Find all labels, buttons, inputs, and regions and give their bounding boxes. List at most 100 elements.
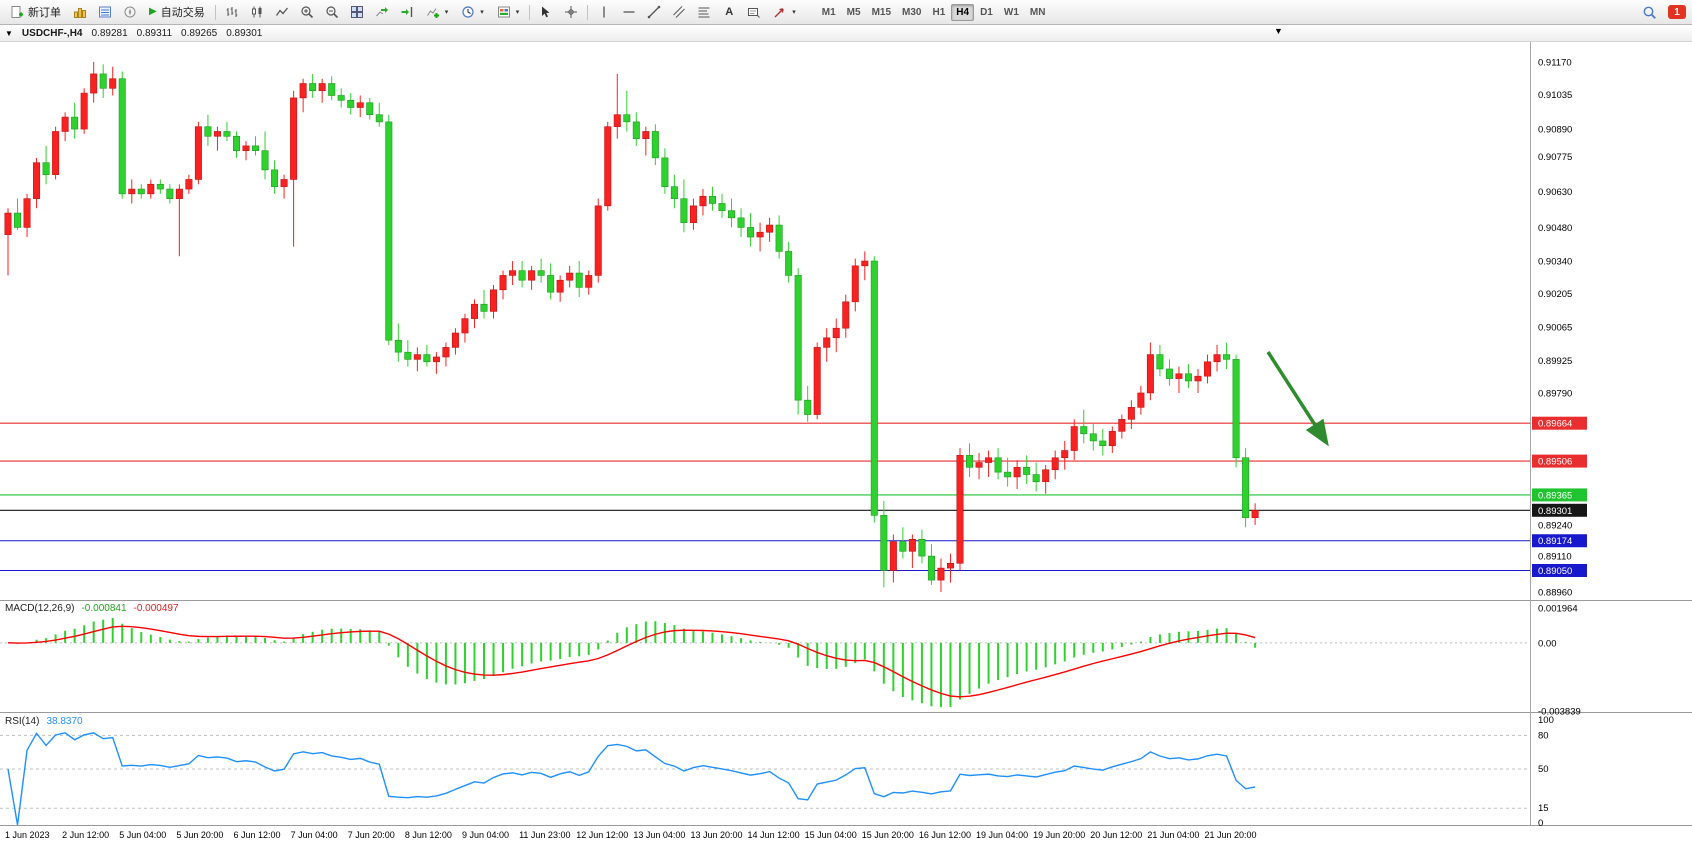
market-watch-button[interactable] — [93, 1, 117, 23]
vertical-line-tool-button[interactable] — [592, 1, 616, 23]
svg-text:11 Jun 23:00: 11 Jun 23:00 — [519, 830, 570, 840]
periods-clock-icon — [462, 6, 474, 18]
line-chart-mode-button[interactable] — [270, 1, 294, 23]
svg-text:14 Jun 12:00: 14 Jun 12:00 — [748, 830, 800, 840]
zoom-out-button[interactable] — [320, 1, 344, 23]
macd-signal-line — [7, 625, 1256, 698]
crosshair-button[interactable] — [559, 1, 583, 23]
charts-button[interactable] — [68, 1, 92, 23]
new-order-button[interactable]: 新订单 — [4, 1, 67, 23]
svg-text:80: 80 — [1538, 730, 1549, 741]
chart-shift-button[interactable] — [395, 1, 419, 23]
indicators-button[interactable]: ▾ — [420, 1, 455, 23]
svg-text:20 Jun 12:00: 20 Jun 12:00 — [1090, 830, 1142, 840]
timeframe-W1[interactable]: W1 — [1003, 6, 1019, 18]
timeframe-H4[interactable]: H4 — [951, 3, 975, 21]
svg-text:0.89110: 0.89110 — [1538, 552, 1572, 563]
svg-text:0.89301: 0.89301 — [1538, 506, 1572, 517]
svg-text:0.90205: 0.90205 — [1538, 289, 1572, 300]
label-icon — [748, 8, 761, 18]
timeframe-MN[interactable]: MN — [1029, 6, 1046, 18]
horizontal-line-tool-button[interactable] — [617, 1, 641, 23]
candlestick-mode-button[interactable] — [245, 1, 269, 23]
text-tool-button[interactable]: A — [717, 1, 741, 23]
svg-text:13 Jun 20:00: 13 Jun 20:00 — [690, 830, 742, 840]
ohlc-low: 0.89265 — [181, 27, 218, 39]
vertical-line-icon — [603, 6, 605, 18]
trendline-tool-button[interactable] — [642, 1, 666, 23]
tile-windows-icon — [350, 6, 363, 18]
svg-text:16 Jun 12:00: 16 Jun 12:00 — [919, 830, 971, 840]
timeframe-M30[interactable]: M30 — [902, 6, 922, 18]
horizontal-line-icon — [623, 11, 635, 13]
chart-menu-arrow[interactable]: ▼ — [1274, 26, 1283, 36]
fibonacci-tool-button[interactable] — [692, 1, 716, 23]
price-tag — [1532, 503, 1587, 517]
svg-text:12 Jun 12:00: 12 Jun 12:00 — [576, 830, 628, 840]
svg-text:-0.003839: -0.003839 — [1538, 706, 1581, 717]
navigator-button[interactable] — [118, 1, 142, 23]
svg-text:0.00: 0.00 — [1538, 638, 1557, 649]
text-label-tool-button[interactable] — [742, 1, 766, 23]
indicators-caret-icon: ▾ — [444, 8, 449, 16]
svg-text:0.001964: 0.001964 — [1538, 604, 1578, 615]
market-watch-icon — [99, 6, 111, 18]
arrows-tool-button[interactable]: ▾ — [767, 1, 802, 23]
price-axis-labels: 0.91170 0.91035 0.90890 0.90775 0.90630 0.904… — [1532, 57, 1587, 599]
svg-text:0.90890: 0.90890 — [1538, 125, 1572, 136]
line-chart-icon — [275, 7, 288, 16]
svg-text:15: 15 — [1538, 803, 1549, 814]
trendline-icon — [647, 5, 661, 19]
svg-text:0.88960: 0.88960 — [1538, 588, 1572, 599]
rsi-name: RSI(14) — [5, 716, 40, 727]
search-button[interactable] — [1637, 1, 1661, 23]
svg-text:5 Jun 20:00: 5 Jun 20:00 — [176, 830, 223, 840]
svg-text:13 Jun 04:00: 13 Jun 04:00 — [633, 830, 685, 840]
candles-layer — [4, 61, 1259, 593]
svg-text:0.89925: 0.89925 — [1538, 356, 1572, 367]
rsi-indicator-label: RSI(14) 38.8370 — [5, 716, 83, 727]
time-axis-labels: 1 Jun 2023 2 Jun 12:00 5 Jun 04:00 5 Jun 20… — [5, 830, 1257, 840]
svg-text:6 Jun 12:00: 6 Jun 12:00 — [233, 830, 280, 840]
periods-button[interactable]: ▾ — [455, 1, 490, 23]
tile-windows-button[interactable] — [345, 1, 369, 23]
timeframe-H1[interactable]: H1 — [932, 6, 946, 18]
ohlc-close: 0.89301 — [226, 27, 263, 39]
rsi-value: 38.8370 — [46, 716, 83, 727]
auto-trading-label: 自动交易 — [160, 7, 205, 19]
timeframe-M5[interactable]: M5 — [846, 6, 861, 18]
svg-text:7 Jun 20:00: 7 Jun 20:00 — [348, 830, 395, 840]
toolbar-separator — [529, 4, 531, 20]
svg-text:100: 100 — [1538, 715, 1554, 726]
auto-trading-button[interactable]: ▶ 自动交易 — [143, 1, 211, 23]
timeframe-M1[interactable]: M1 — [821, 6, 836, 18]
hlines-layer — [0, 422, 1530, 572]
notification-badge[interactable]: 1 — [1668, 5, 1686, 19]
cursor-icon — [542, 6, 550, 18]
svg-text:0.89174: 0.89174 — [1538, 536, 1572, 547]
macd-signal-value: -0.000497 — [133, 603, 179, 614]
svg-text:21 Jun 20:00: 21 Jun 20:00 — [1205, 830, 1257, 840]
text-icon: A — [725, 5, 734, 18]
zoom-in-button[interactable] — [295, 1, 319, 23]
channel-tool-button[interactable] — [667, 1, 691, 23]
auto-trading-play-icon: ▶ — [149, 6, 157, 17]
auto-scroll-icon — [375, 7, 388, 17]
cursor-button[interactable] — [534, 1, 558, 23]
templates-button[interactable]: ▾ — [491, 1, 526, 23]
svg-text:8 Jun 12:00: 8 Jun 12:00 — [405, 830, 452, 840]
svg-text:0.89506: 0.89506 — [1538, 457, 1572, 468]
timeframe-M15[interactable]: M15 — [871, 6, 892, 18]
navigator-icon — [124, 6, 136, 18]
auto-scroll-button[interactable] — [370, 1, 394, 23]
chart-canvas[interactable]: 0.91170 0.91035 0.90890 0.90775 0.90630 0.904… — [0, 42, 1692, 844]
svg-text:0.91170: 0.91170 — [1538, 57, 1572, 68]
indicators-icon — [426, 8, 439, 18]
trend-arrow-annotation[interactable] — [1266, 351, 1329, 447]
chart-symbol-title: USDCHF-,H4 — [21, 27, 83, 39]
svg-text:50: 50 — [1538, 764, 1549, 775]
timeframe-D1[interactable]: D1 — [980, 6, 993, 18]
svg-text:2 Jun 12:00: 2 Jun 12:00 — [62, 830, 109, 840]
new-order-label: 新订单 — [28, 7, 61, 19]
bar-chart-mode-button[interactable] — [220, 1, 244, 23]
